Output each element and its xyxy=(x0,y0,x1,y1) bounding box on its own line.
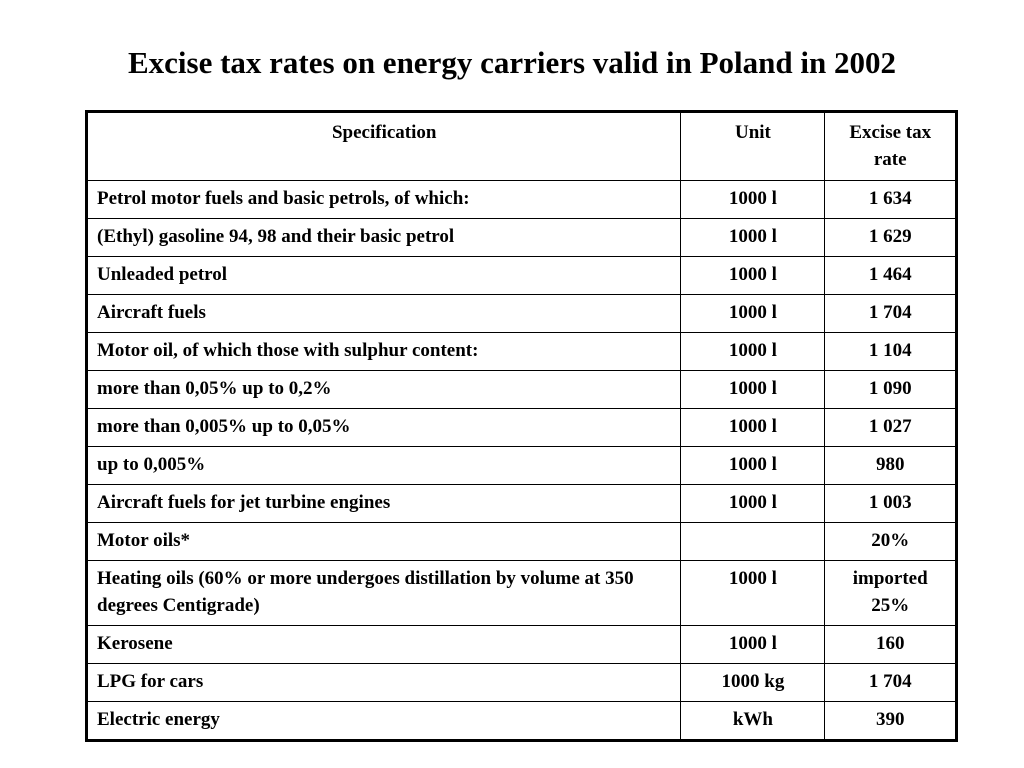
table-row: Aircraft fuels 1000 l 1 704 xyxy=(85,294,957,333)
table-header-row: Specification Unit Excise tax rate xyxy=(85,111,957,181)
cell-specification: Electric energy xyxy=(85,701,682,741)
table-row: more than 0,005% up to 0,05% 1000 l 1 02… xyxy=(85,408,957,447)
header-specification: Specification xyxy=(85,111,682,181)
cell-unit: 1000 l xyxy=(680,180,826,219)
cell-rate: 1 027 xyxy=(824,408,957,447)
cell-rate: 1 704 xyxy=(824,663,957,702)
cell-specification: Aircraft fuels for jet turbine engines xyxy=(85,484,682,523)
cell-specification: Unleaded petrol xyxy=(85,256,682,295)
cell-rate: 390 xyxy=(824,701,957,741)
cell-specification: Motor oils* xyxy=(85,522,682,561)
table-row: Petrol motor fuels and basic petrols, of… xyxy=(85,180,957,219)
table-row: LPG for cars 1000 kg 1 704 xyxy=(85,663,957,702)
cell-specification: more than 0,05% up to 0,2% xyxy=(85,370,682,409)
cell-specification: Motor oil, of which those with sulphur c… xyxy=(85,332,682,371)
table-row: Motor oils* 20% xyxy=(85,522,957,561)
cell-rate: 1 464 xyxy=(824,256,957,295)
header-excise-tax-rate: Excise tax rate xyxy=(824,111,957,181)
table-row: Heating oils (60% or more undergoes dist… xyxy=(85,560,957,626)
cell-specification: LPG for cars xyxy=(85,663,682,702)
cell-unit: 1000 l xyxy=(680,294,826,333)
table-row: Aircraft fuels for jet turbine engines 1… xyxy=(85,484,957,523)
cell-rate: 1 629 xyxy=(824,218,957,257)
cell-unit: 1000 l xyxy=(680,446,826,485)
cell-rate: imported 25% xyxy=(824,560,957,626)
header-unit: Unit xyxy=(680,111,826,181)
cell-unit: 1000 l xyxy=(680,256,826,295)
cell-rate: 980 xyxy=(824,446,957,485)
table-row: Electric energy kWh 390 xyxy=(85,701,957,741)
table-row: Kerosene 1000 l 160 xyxy=(85,625,957,664)
cell-specification: Heating oils (60% or more undergoes dist… xyxy=(85,560,682,626)
cell-rate: 1 003 xyxy=(824,484,957,523)
cell-specification: up to 0,005% xyxy=(85,446,682,485)
cell-rate: 20% xyxy=(824,522,957,561)
cell-unit: 1000 kg xyxy=(680,663,826,702)
table-row: Motor oil, of which those with sulphur c… xyxy=(85,332,957,371)
table-row: (Ethyl) gasoline 94, 98 and their basic … xyxy=(85,218,957,257)
cell-rate: 1 634 xyxy=(824,180,957,219)
cell-unit: 1000 l xyxy=(680,408,826,447)
cell-specification: (Ethyl) gasoline 94, 98 and their basic … xyxy=(85,218,682,257)
excise-tax-table: Specification Unit Excise tax rate Petro… xyxy=(85,110,958,742)
cell-specification: Petrol motor fuels and basic petrols, of… xyxy=(85,180,682,219)
cell-unit: 1000 l xyxy=(680,370,826,409)
cell-specification: Aircraft fuels xyxy=(85,294,682,333)
cell-rate: 1 704 xyxy=(824,294,957,333)
cell-unit: 1000 l xyxy=(680,218,826,257)
cell-rate: 1 090 xyxy=(824,370,957,409)
table-row: more than 0,05% up to 0,2% 1000 l 1 090 xyxy=(85,370,957,409)
cell-rate: 1 104 xyxy=(824,332,957,371)
cell-rate: 160 xyxy=(824,625,957,664)
cell-unit: kWh xyxy=(680,701,826,741)
page-title: Excise tax rates on energy carriers vali… xyxy=(127,45,897,80)
cell-unit: 1000 l xyxy=(680,332,826,371)
cell-specification: more than 0,005% up to 0,05% xyxy=(85,408,682,447)
cell-unit: 1000 l xyxy=(680,484,826,523)
cell-specification: Kerosene xyxy=(85,625,682,664)
table-row: up to 0,005% 1000 l 980 xyxy=(85,446,957,485)
cell-unit xyxy=(680,522,826,561)
cell-unit: 1000 l xyxy=(680,560,826,626)
table-row: Unleaded petrol 1000 l 1 464 xyxy=(85,256,957,295)
cell-unit: 1000 l xyxy=(680,625,826,664)
